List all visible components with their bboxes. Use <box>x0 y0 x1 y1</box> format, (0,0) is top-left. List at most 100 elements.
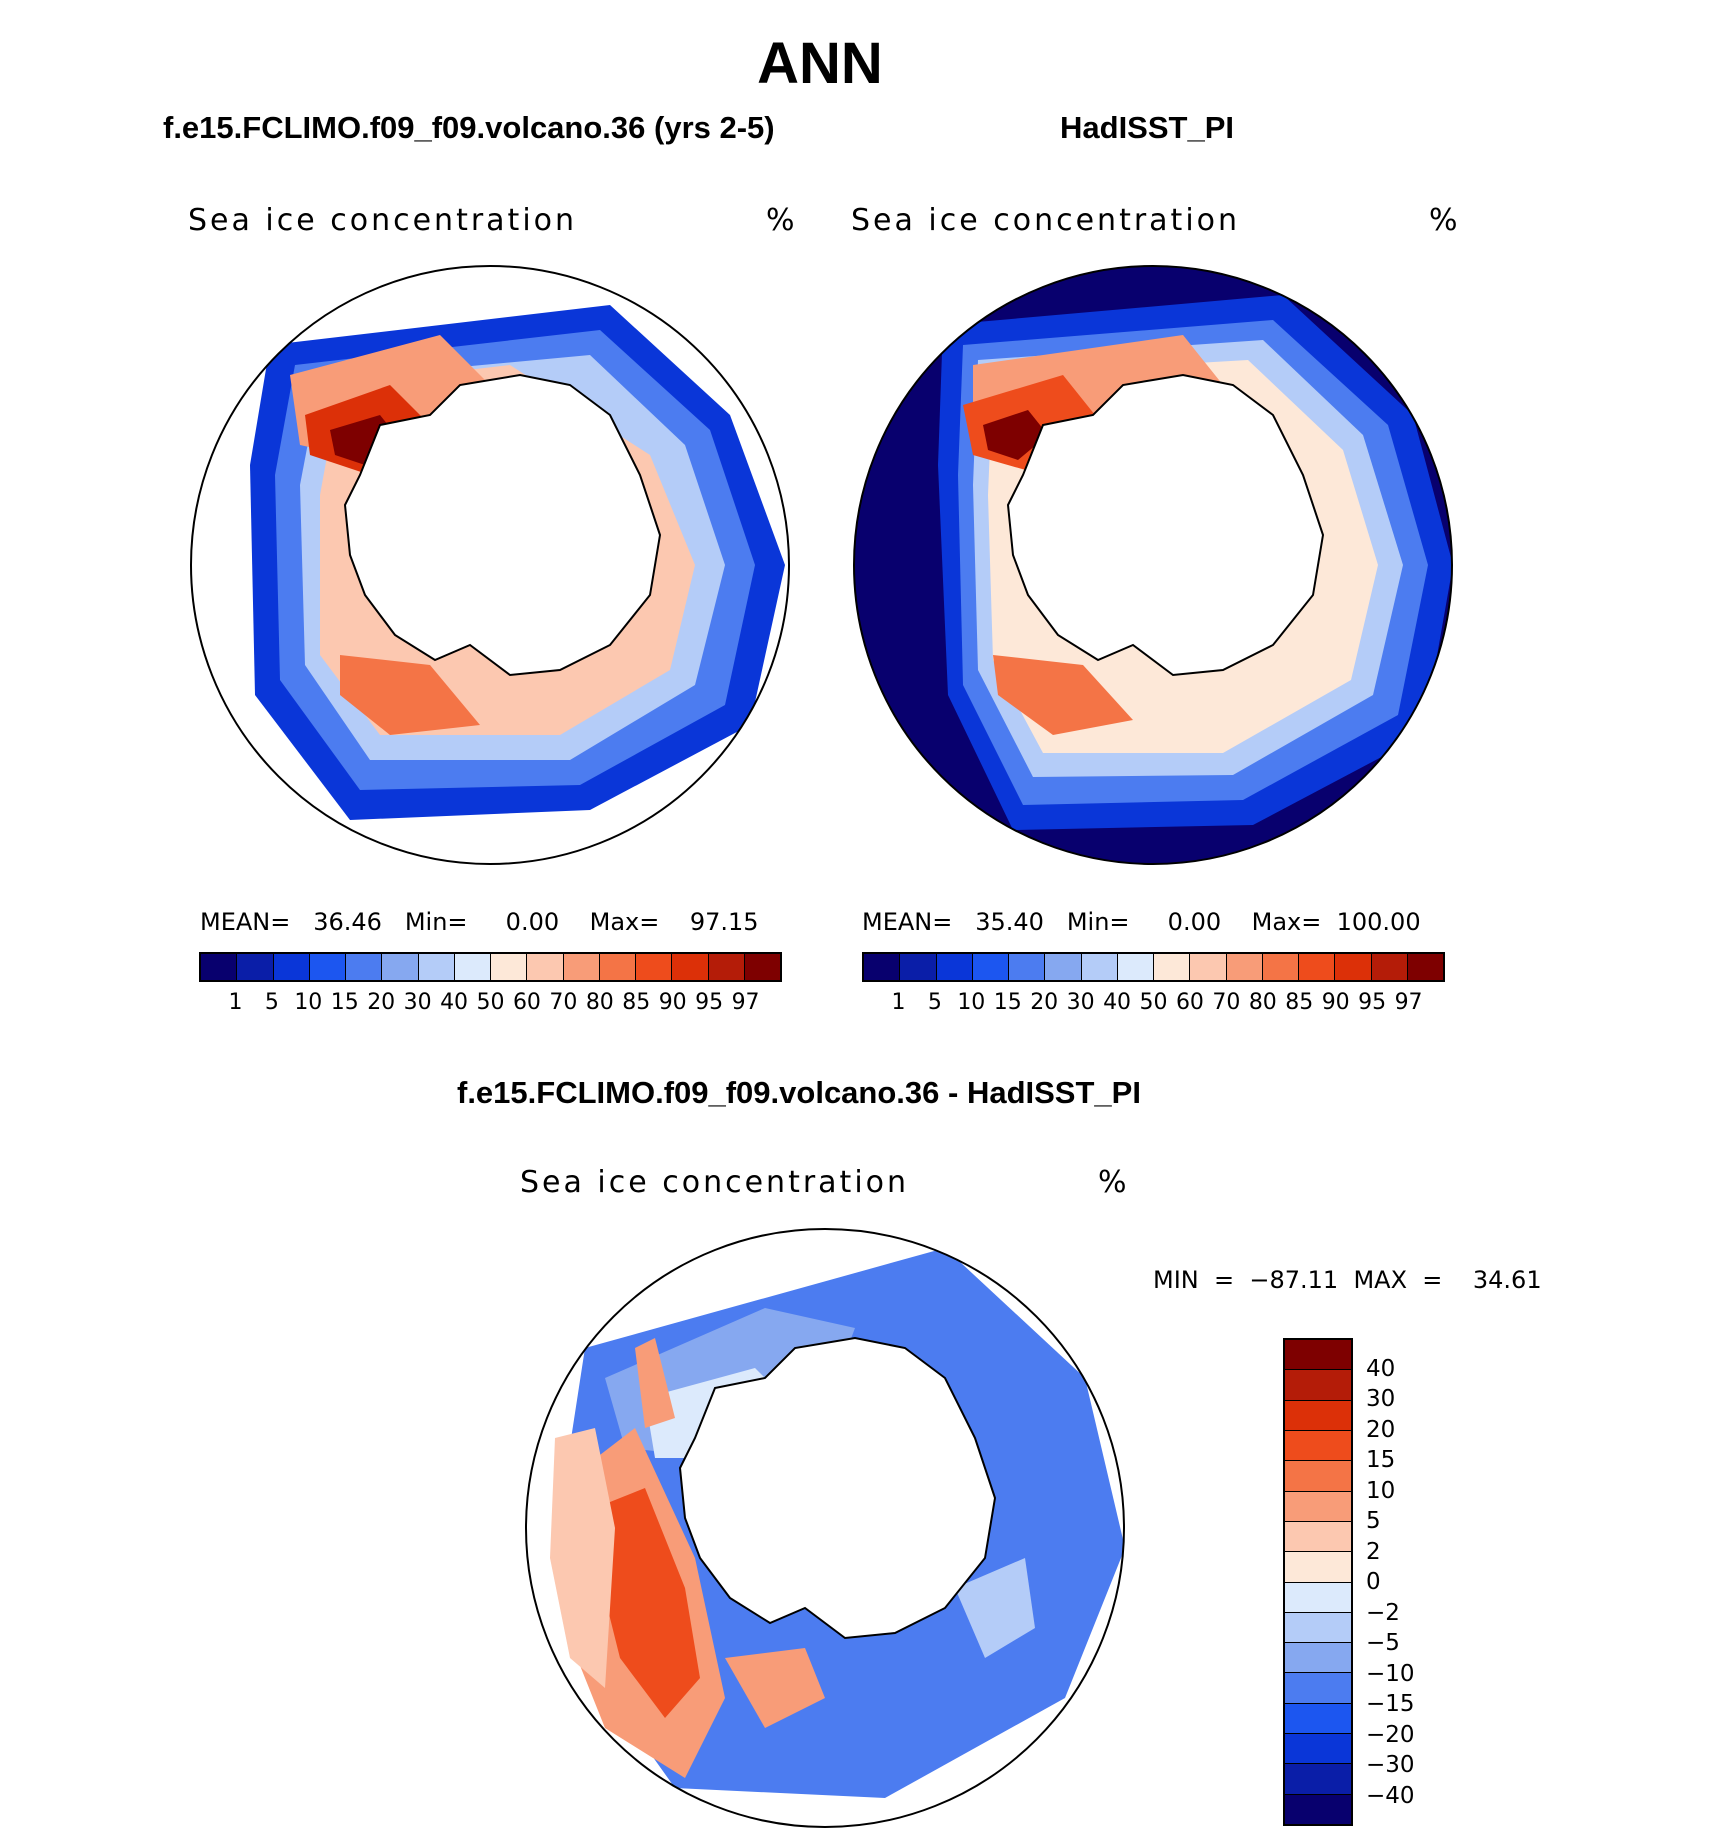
right-colorbar-tick-label: 85 <box>1285 990 1314 1015</box>
right-colorbar-segment <box>1262 954 1299 980</box>
diff-colorbar-tick-label: −20 <box>1366 1721 1415 1748</box>
right-colorbar-segment <box>1045 954 1082 980</box>
right-colorbar-segment <box>1154 954 1191 980</box>
right-colorbar-segment <box>1407 954 1443 980</box>
right-polar-map <box>853 265 1453 865</box>
diff-colorbar-segment <box>1285 1612 1351 1644</box>
right-colorbar-segment <box>1226 954 1263 980</box>
right-colorbar-segment <box>1299 954 1336 980</box>
diff-colorbar-tick-label: −30 <box>1366 1752 1415 1778</box>
left-stats: MEAN= 36.46 Min= 0.00 Max= 97.15 <box>200 908 759 936</box>
diff-colorbar-segment <box>1285 1734 1351 1765</box>
left-colorbar-tick-label: 40 <box>440 990 469 1015</box>
left-colorbar-segment <box>491 954 528 980</box>
right-colorbar-tick-label: 80 <box>1248 990 1277 1015</box>
right-colorbar <box>862 952 1445 982</box>
diff-colorbar-tick-label: −5 <box>1366 1630 1400 1656</box>
right-colorbar-tick-label: 70 <box>1212 990 1241 1015</box>
right-colorbar-tick-label: 95 <box>1358 990 1387 1015</box>
right-colorbar-tick-label: 60 <box>1175 990 1204 1015</box>
diff-colorbar-segment <box>1285 1461 1351 1492</box>
diff-colorbar <box>1283 1338 1353 1826</box>
diff-colorbar-tick-label: 30 <box>1366 1386 1396 1412</box>
left-colorbar-segment <box>201 954 238 980</box>
left-colorbar-tick-label: 15 <box>330 990 359 1015</box>
diff-colorbar-tick-label: 15 <box>1366 1447 1396 1473</box>
diff-colorbar-segment <box>1285 1430 1351 1462</box>
right-antarctica <box>1006 373 1325 677</box>
right-colorbar-tick-label: 15 <box>993 990 1022 1015</box>
right-colorbar-segment <box>864 954 901 980</box>
diff-colorbar-segment <box>1285 1370 1351 1401</box>
diff-panel-title: f.e15.FCLIMO.f09_f09.volcano.36 - HadISS… <box>457 1075 1141 1110</box>
right-colorbar-segment <box>1081 954 1118 980</box>
diff-variable-label: Sea ice concentration <box>520 1165 910 1200</box>
left-colorbar-tick-label: 20 <box>367 990 396 1015</box>
right-colorbar-segment <box>972 954 1009 980</box>
diff-stats: MIN = −87.11 MAX = 34.61 <box>1153 1266 1542 1294</box>
diff-colorbar-tick-label: −10 <box>1366 1660 1415 1687</box>
left-colorbar-tick-label: 30 <box>403 990 432 1015</box>
diff-colorbar-segment <box>1285 1340 1351 1371</box>
left-colorbar-segment <box>636 954 673 980</box>
left-colorbar-segment <box>454 954 491 980</box>
left-colorbar-segment <box>418 954 455 980</box>
right-colorbar-ticks: 1 5 10 15 20 30 40 50 60 70 80 85 90 95 97 <box>862 990 1445 1020</box>
right-colorbar-tick-label: 30 <box>1066 990 1095 1015</box>
diff-colorbar-tick-label: 0 <box>1366 1569 1381 1595</box>
left-colorbar-tick-label: 90 <box>658 990 687 1015</box>
diff-colorbar-segment <box>1285 1703 1351 1735</box>
diff-colorbar-ticks: 40 30 20 15 10 5 2 0 −2 −5 −10 −15 −20 −30 −40 <box>1366 1338 1446 1826</box>
right-colorbar-tick-label: 10 <box>957 990 986 1015</box>
left-colorbar-ticks: 1 5 10 15 20 30 40 50 60 70 80 85 90 95 97 <box>199 990 782 1020</box>
left-colorbar-tick-label: 97 <box>731 990 760 1015</box>
left-colorbar-segment <box>599 954 636 980</box>
diff-colorbar-tick-label: 40 <box>1366 1355 1396 1382</box>
left-colorbar-tick-label: 1 <box>228 990 243 1015</box>
left-colorbar-segment <box>744 954 780 980</box>
right-colorbar-tick-label: 97 <box>1394 990 1423 1015</box>
diff-colorbar-segment <box>1285 1582 1351 1613</box>
diff-colorbar-segment <box>1285 1400 1351 1431</box>
diff-colorbar-segment <box>1285 1764 1351 1795</box>
left-panel-title: f.e15.FCLIMO.f09_f09.volcano.36 (yrs 2-5… <box>163 110 775 145</box>
left-colorbar-tick-label: 85 <box>622 990 651 1015</box>
diff-antarctica <box>678 1336 997 1640</box>
left-colorbar-segment <box>382 954 419 980</box>
left-colorbar-tick-label: 5 <box>264 990 279 1015</box>
left-unit-label: % <box>766 203 795 238</box>
right-colorbar-tick-label: 20 <box>1030 990 1059 1015</box>
left-colorbar-segment <box>237 954 274 980</box>
right-colorbar-tick-label: 90 <box>1321 990 1350 1015</box>
left-variable-label: Sea ice concentration <box>188 203 578 238</box>
left-colorbar-segment <box>309 954 346 980</box>
left-colorbar-tick-label: 60 <box>512 990 541 1015</box>
diff-colorbar-tick-label: 20 <box>1366 1416 1396 1443</box>
left-colorbar-tick-label: 10 <box>294 990 323 1015</box>
right-colorbar-segment <box>900 954 937 980</box>
diff-colorbar-tick-label: −2 <box>1366 1599 1400 1626</box>
right-colorbar-segment <box>1117 954 1154 980</box>
diff-colorbar-segment <box>1285 1643 1351 1674</box>
diff-polar-map <box>525 1228 1125 1828</box>
left-colorbar-tick-label: 80 <box>585 990 614 1015</box>
right-colorbar-tick-label: 40 <box>1103 990 1132 1015</box>
left-colorbar-segment <box>527 954 564 980</box>
left-colorbar-tick-label: 70 <box>549 990 578 1015</box>
diff-colorbar-tick-label: 10 <box>1366 1477 1396 1504</box>
left-antarctica <box>343 373 662 677</box>
left-colorbar-segment <box>346 954 383 980</box>
diff-colorbar-tick-label: −40 <box>1366 1782 1415 1809</box>
right-colorbar-segment <box>1190 954 1227 980</box>
main-title: ANN <box>757 31 883 96</box>
right-colorbar-tick-label: 50 <box>1139 990 1168 1015</box>
diff-colorbar-segment <box>1285 1521 1351 1553</box>
diff-colorbar-segment <box>1285 1673 1351 1704</box>
right-stats: MEAN= 35.40 Min= 0.00 Max= 100.00 <box>862 908 1421 936</box>
right-colorbar-tick-label: 5 <box>927 990 942 1015</box>
diff-colorbar-segment <box>1285 1491 1351 1522</box>
right-colorbar-segment <box>1335 954 1372 980</box>
left-colorbar-segment <box>672 954 709 980</box>
right-colorbar-segment <box>1009 954 1046 980</box>
diff-colorbar-tick-label: −15 <box>1366 1691 1415 1717</box>
